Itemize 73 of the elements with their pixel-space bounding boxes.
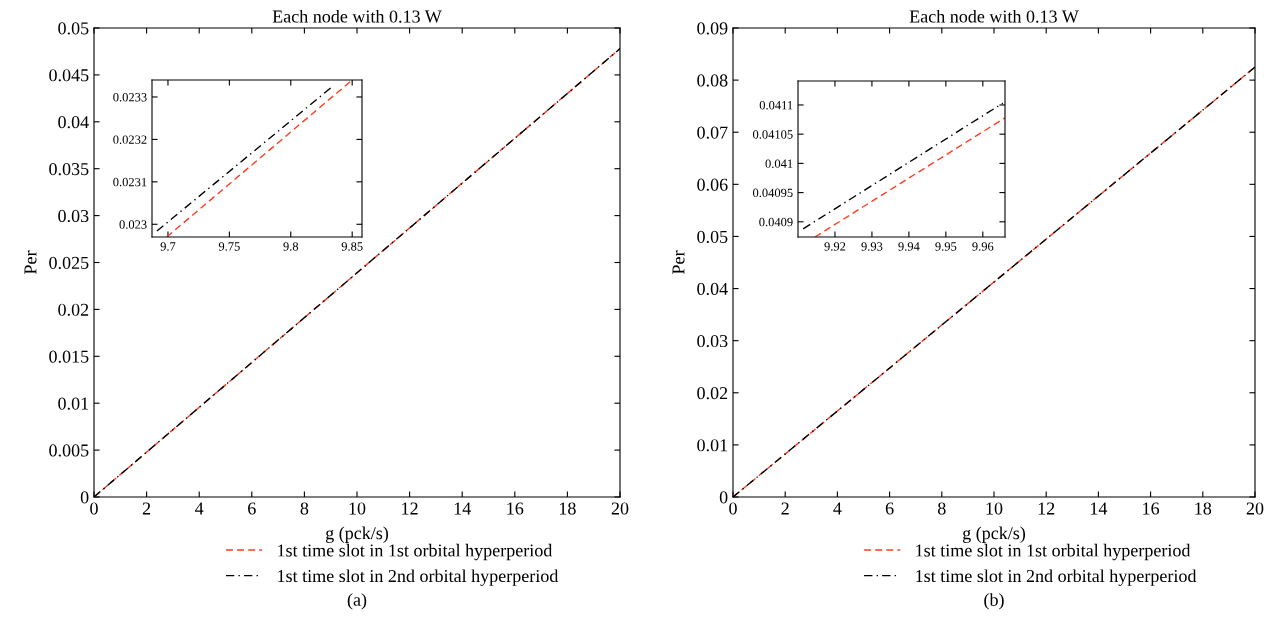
y-tick-label: 0.015 (49, 350, 89, 363)
y-tick-label: 0.04 (58, 116, 89, 129)
x-tick-label: 20 (611, 502, 629, 515)
x-axis-title: g (pck/s) (962, 526, 1026, 543)
text: (a) (347, 593, 367, 610)
y-tick-label: 0.023 (119, 220, 147, 229)
y-tick-label: 0.02 (58, 303, 89, 316)
x-tick-label: 18 (559, 502, 576, 515)
y-tick-label: 0.0233 (113, 93, 147, 102)
x-tick-label: 0 (90, 502, 98, 515)
y-tick-label: 0.05 (58, 22, 89, 35)
y-tick-label: 0.0232 (113, 135, 147, 144)
y-axis-title: Per (672, 250, 685, 275)
x-tick-label: 0 (729, 502, 737, 515)
x-tick-label: 12 (402, 502, 418, 515)
y-tick-label: 0.0411 (759, 100, 793, 110)
x-tick-label: 6 (248, 502, 256, 515)
y-tick-label: 0.04095 (752, 188, 793, 198)
x-tick-label: 14 (1090, 502, 1108, 515)
x-tick-label: 16 (507, 502, 524, 515)
x-tick-label: 9.92 (824, 242, 846, 251)
x-tick-label: 12 (1038, 502, 1055, 515)
y-tick-label: 0.09 (697, 22, 728, 35)
y-tick-label: 0.06 (697, 178, 728, 191)
y-tick-label: 0.04105 (752, 130, 793, 139)
y-axis-title: Per (24, 250, 37, 275)
y-tick-label: 0.041 (765, 159, 793, 168)
y-tick-label: 0.005 (49, 444, 89, 457)
text: (b) (984, 593, 1004, 610)
x-tick-label: 6 (885, 502, 894, 515)
y-tick-label: 0.01 (58, 397, 89, 410)
x-tick-label: 8 (937, 502, 946, 515)
y-tick-label: 0 (80, 491, 89, 504)
chart-title: Each node with 0.13 W (909, 9, 1079, 23)
x-tick-label: 4 (833, 502, 842, 515)
legend-label: 1st time slot in 1st orbital hyperperiod (278, 543, 553, 561)
x-tick-label: 9.75 (218, 242, 240, 251)
x-tick-label: 14 (454, 502, 471, 515)
y-tick-label: 0.05 (697, 230, 728, 243)
y-tick-label: 0.08 (697, 74, 728, 87)
x-tick-label: 16 (1143, 502, 1160, 515)
y-tick-label: 0.04 (697, 282, 728, 296)
y-tick-label: 0.035 (49, 162, 89, 176)
y-tick-label: 0.02 (697, 387, 728, 400)
y-tick-label: 0.045 (49, 69, 89, 82)
x-tick-label: 9.7 (160, 242, 176, 251)
y-tick-label: 0.01 (697, 439, 728, 452)
x-tick-label: 8 (300, 502, 309, 515)
y-tick-label: 0.0409 (759, 217, 793, 227)
legend-label: 1st time slot in 2nd orbital hyperperiod (916, 569, 1197, 586)
legend-label: 1st time slot in 1st orbital hyperperiod (916, 543, 1191, 561)
x-tick-label: 10 (986, 502, 1003, 515)
x-tick-label: 20 (1246, 502, 1264, 515)
x-tick-label: 4 (195, 502, 204, 515)
x-tick-label: 18 (1195, 502, 1212, 515)
chart-title: Each node with 0.13 W (272, 9, 442, 23)
legend-label: 1st time slot in 2nd orbital hyperperiod (278, 569, 559, 586)
x-tick-label: 10 (349, 502, 366, 515)
x-tick-label: 2 (142, 502, 151, 515)
y-tick-label: 0.03 (58, 209, 89, 223)
y-tick-label: 0.07 (697, 126, 728, 139)
x-tick-label: 2 (781, 502, 789, 515)
x-axis-title: g (pck/s) (325, 526, 389, 543)
x-tick-label: 9.95 (935, 242, 957, 251)
x-tick-label: 9.94 (898, 242, 920, 251)
y-tick-label: 0.0231 (113, 177, 147, 187)
x-tick-label: 9.8 (283, 242, 299, 251)
y-tick-label: 0 (719, 491, 728, 504)
y-tick-label: 0.03 (697, 334, 728, 348)
x-tick-label: 9.96 (972, 242, 994, 251)
x-tick-label: 9.85 (341, 242, 363, 251)
y-tick-label: 0.025 (49, 256, 89, 270)
x-tick-label: 9.93 (861, 242, 883, 251)
